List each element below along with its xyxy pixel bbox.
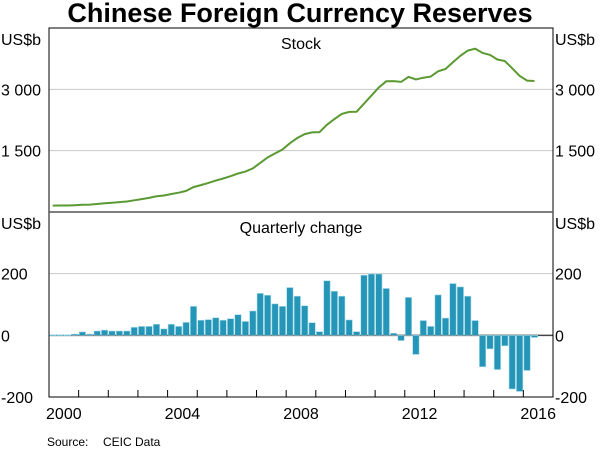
- y-unit-label-left: US$b: [1, 32, 41, 49]
- bar: [404, 297, 412, 336]
- bar: [175, 326, 183, 336]
- bar: [523, 335, 531, 371]
- x-tick-label: 2016: [520, 406, 556, 423]
- bar: [241, 321, 249, 336]
- x-tick-label: 2008: [283, 406, 319, 423]
- source-note: Source: CEIC Data: [47, 435, 160, 449]
- bar: [212, 317, 220, 336]
- bar: [464, 295, 472, 336]
- y-tick-label-right: 200: [555, 267, 582, 284]
- bar: [471, 320, 479, 336]
- y-tick-label-right: 1 500: [555, 144, 595, 161]
- bar: [130, 327, 138, 336]
- source-label: Source:: [47, 435, 89, 449]
- bar: [286, 287, 294, 336]
- y-unit-label-right: US$b: [555, 32, 595, 49]
- bar: [234, 314, 242, 336]
- bar: [479, 335, 487, 368]
- x-tick-label: 2012: [402, 406, 438, 423]
- bar: [138, 326, 146, 336]
- bar: [486, 335, 494, 350]
- x-tick-label: 2004: [165, 406, 201, 423]
- bar: [190, 306, 198, 336]
- bar: [249, 310, 257, 336]
- bar: [397, 335, 405, 341]
- x-tick-label: 2000: [46, 406, 82, 423]
- y-tick-label-left: 0: [1, 328, 10, 345]
- bar: [442, 317, 450, 336]
- y-tick-label-left: 3 000: [1, 82, 41, 99]
- bar: [338, 295, 346, 336]
- bar: [367, 273, 375, 336]
- y-tick-label-left: -200: [1, 390, 33, 407]
- bar: [101, 329, 109, 336]
- bar: [530, 335, 538, 338]
- bar: [123, 330, 131, 336]
- bar: [219, 319, 227, 336]
- bar: [516, 335, 524, 392]
- bar: [204, 319, 212, 336]
- bar: [115, 330, 123, 336]
- bar: [330, 290, 338, 336]
- bar: [160, 328, 168, 336]
- source-value: CEIC Data: [103, 435, 161, 449]
- bar: [316, 331, 324, 336]
- y-unit-label-left: US$b: [1, 216, 41, 233]
- bar: [382, 288, 390, 336]
- bar: [375, 273, 383, 336]
- bar: [278, 306, 286, 336]
- bar: [353, 331, 361, 336]
- bar: [501, 335, 509, 347]
- bar: [434, 294, 442, 336]
- bar: [390, 332, 398, 336]
- bar: [197, 319, 205, 336]
- bar: [256, 293, 264, 336]
- stock-line: [52, 47, 535, 207]
- bar: [152, 323, 160, 336]
- bar: [49, 334, 57, 337]
- bar: [145, 326, 153, 336]
- bar: [271, 303, 279, 336]
- bar: [167, 323, 175, 336]
- bar: [264, 294, 272, 336]
- bar: [449, 283, 457, 336]
- panel-title: Quarterly change: [240, 220, 363, 237]
- y-tick-label-right: 0: [555, 328, 564, 345]
- bar: [345, 319, 353, 336]
- bar: [427, 326, 435, 336]
- bar: [308, 322, 316, 336]
- panel-title: Stock: [281, 36, 322, 53]
- y-tick-label-left: 1 500: [1, 144, 41, 161]
- bar: [360, 274, 368, 336]
- bar: [419, 320, 427, 336]
- bar: [182, 322, 190, 336]
- bar: [93, 330, 101, 336]
- bar: [86, 333, 94, 336]
- bar: [412, 335, 420, 355]
- y-tick-label-right: 3 000: [555, 82, 595, 99]
- bar: [323, 280, 331, 336]
- chart-title: Chinese Foreign Currency Reserves: [67, 0, 533, 28]
- bar: [293, 295, 301, 336]
- bar: [456, 286, 464, 336]
- y-unit-label-right: US$b: [555, 216, 595, 233]
- bar: [301, 305, 309, 336]
- bar: [56, 334, 64, 337]
- y-tick-label-left: 200: [1, 267, 28, 284]
- bar: [108, 330, 116, 336]
- bar: [508, 335, 516, 390]
- bar: [78, 331, 86, 336]
- y-tick-label-right: -200: [555, 390, 587, 407]
- bar: [64, 334, 72, 337]
- bar: [227, 318, 235, 336]
- bar: [71, 333, 79, 336]
- bar: [493, 335, 501, 370]
